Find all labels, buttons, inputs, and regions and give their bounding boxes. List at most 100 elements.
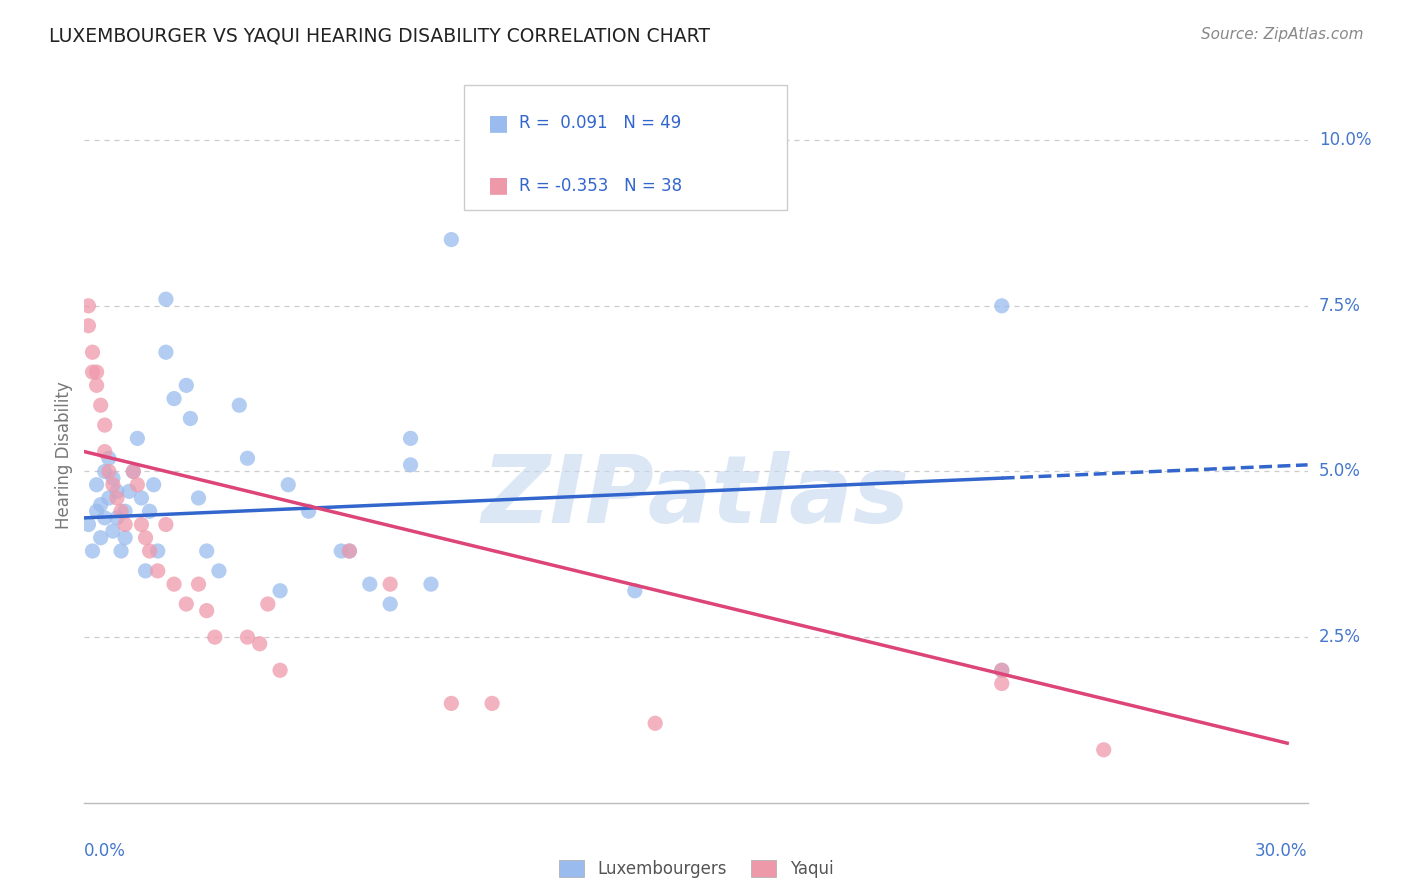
Text: 30.0%: 30.0% [1256,842,1308,860]
Point [93,511,115,525]
Point [105,484,128,499]
Text: Source: ZipAtlas.com: Source: ZipAtlas.com [1201,27,1364,42]
Point [142,477,165,491]
Point [114,517,136,532]
Point [187,577,209,591]
Point [269,663,291,677]
Point [163,577,186,591]
Text: 7.5%: 7.5% [1319,297,1361,315]
Point [105,491,128,505]
Point [174,597,197,611]
Point [269,583,291,598]
Text: 10.0%: 10.0% [1319,131,1371,149]
Text: LUXEMBOURGER VS YAQUI HEARING DISABILITY CORRELATION CHART: LUXEMBOURGER VS YAQUI HEARING DISABILITY… [49,27,710,45]
Point [155,517,177,532]
Point [118,484,141,499]
Point [93,465,115,479]
Point [86,504,108,518]
Point [131,517,153,532]
Point [90,531,112,545]
Point [228,398,250,412]
Text: 0.0%: 0.0% [84,842,127,860]
Point [236,630,259,644]
Text: ■: ■ [488,176,509,195]
Point [93,418,115,433]
Point [481,697,503,711]
Point [114,504,136,518]
Point [204,630,226,644]
Point [114,531,136,545]
Point [163,392,186,406]
Point [146,564,169,578]
Point [77,517,100,532]
Point [97,451,120,466]
Point [101,477,124,491]
Point [991,663,1014,677]
Text: 5.0%: 5.0% [1319,462,1361,481]
Point [991,299,1014,313]
Point [298,504,321,518]
Text: 2.5%: 2.5% [1319,628,1361,646]
Point [155,345,177,359]
Text: R =  0.091   N = 49: R = 0.091 N = 49 [519,114,681,132]
Text: ZIPatlas: ZIPatlas [482,450,910,542]
Point [127,477,149,491]
Point [97,465,120,479]
Point [131,491,153,505]
Point [90,398,112,412]
Point [195,544,218,558]
Legend: Luxembourgers, Yaqui: Luxembourgers, Yaqui [553,854,839,885]
Point [90,498,112,512]
Point [122,465,145,479]
Point [195,604,218,618]
Point [399,458,422,472]
Y-axis label: Hearing Disability: Hearing Disability [55,381,73,529]
Point [138,504,160,518]
Point [135,564,157,578]
Point [135,531,157,545]
Point [179,411,201,425]
Point [97,491,120,505]
Point [399,431,422,445]
Point [174,378,197,392]
Point [440,233,463,247]
Point [86,365,108,379]
Point [138,544,160,558]
Point [101,471,124,485]
Point [82,365,104,379]
Point [236,451,259,466]
Point [77,318,100,333]
Point [86,477,108,491]
Text: ■: ■ [488,113,509,133]
Point [82,544,104,558]
Point [420,577,443,591]
Point [359,577,381,591]
Point [127,431,149,445]
Point [105,511,128,525]
Point [86,378,108,392]
Point [110,544,132,558]
Point [77,299,100,313]
Point [380,577,402,591]
Point [122,465,145,479]
Point [277,477,299,491]
Point [155,292,177,306]
Text: R = -0.353   N = 38: R = -0.353 N = 38 [519,177,682,194]
Point [208,564,231,578]
Point [991,663,1014,677]
Point [644,716,666,731]
Point [339,544,360,558]
Point [187,491,209,505]
Point [330,544,353,558]
Point [624,583,647,598]
Point [1092,743,1115,757]
Point [110,504,132,518]
Point [257,597,280,611]
Point [440,697,463,711]
Point [93,444,115,458]
Point [101,524,124,538]
Point [380,597,402,611]
Point [82,345,104,359]
Point [249,637,271,651]
Point [339,544,360,558]
